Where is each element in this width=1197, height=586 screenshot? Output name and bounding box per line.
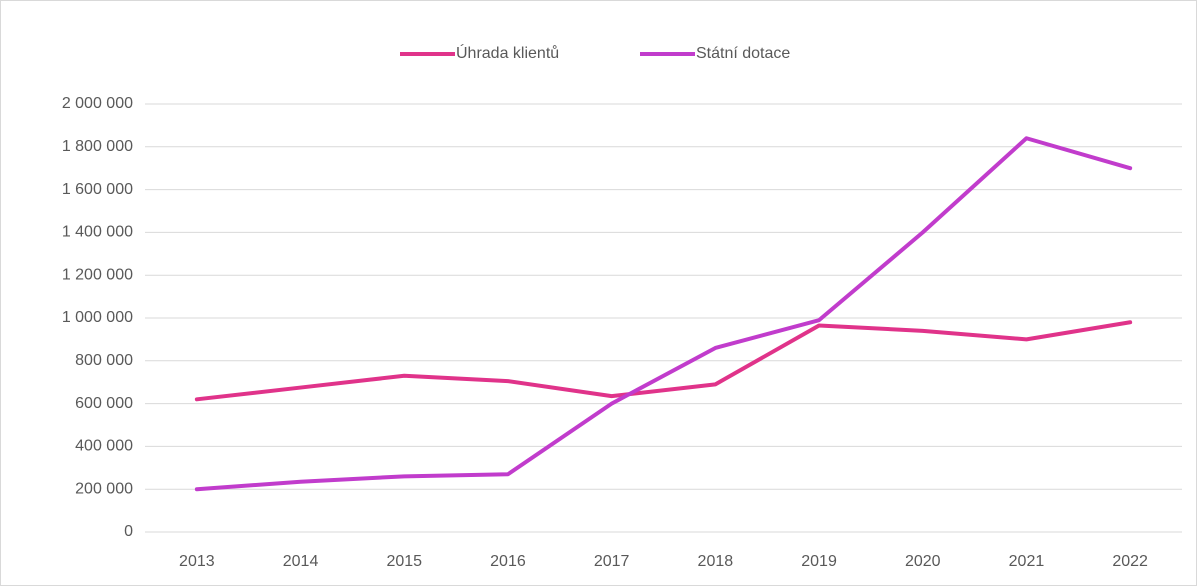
x-tick-label: 2021 [1009,553,1045,570]
x-tick-label: 2019 [801,553,837,570]
y-tick-label: 2 000 000 [62,95,133,112]
y-tick-label: 1 800 000 [62,138,133,155]
x-tick-label: 2018 [698,553,734,570]
x-tick-label: 2017 [594,553,630,570]
x-tick-label: 2020 [905,553,941,570]
series-line [194,320,1133,402]
x-tick-label: 2013 [179,553,215,570]
x-tick-label: 2022 [1112,553,1148,570]
y-tick-label: 600 000 [75,395,133,412]
x-tick-label: 2015 [386,553,422,570]
y-tick-label: 1 000 000 [62,309,133,326]
series-line [194,136,1133,492]
y-tick-label: 0 [124,523,133,540]
x-tick-label: 2014 [283,553,319,570]
legend-label: Úhrada klientů [456,43,559,62]
y-tick-label: 1 600 000 [62,181,133,198]
x-tick-label: 2016 [490,553,526,570]
y-tick-label: 1 200 000 [62,266,133,283]
y-tick-label: 200 000 [75,480,133,497]
y-tick-label: 1 400 000 [62,224,133,241]
y-tick-label: 800 000 [75,352,133,369]
legend-label: Státní dotace [696,45,790,62]
y-tick-label: 400 000 [75,438,133,455]
